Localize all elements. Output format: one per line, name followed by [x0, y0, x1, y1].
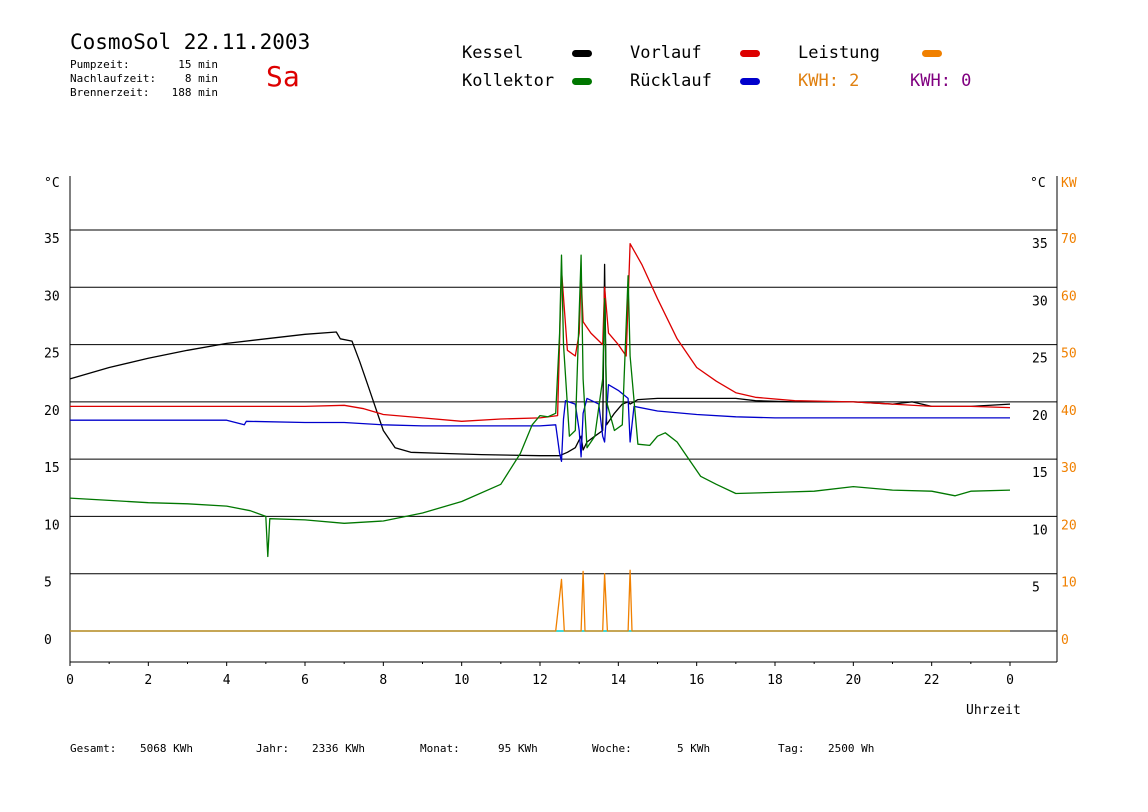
stat-value: 188 min [171, 86, 218, 99]
x-tick-label: 6 [301, 673, 309, 688]
x-tick-label: 18 [767, 673, 783, 688]
x-tick-label: 12 [532, 673, 548, 688]
series-line-kessel [69, 263, 1011, 457]
kw-tick-label: 50 [1061, 347, 1077, 362]
x-tick-label: 16 [689, 673, 705, 688]
footer-woche-label: Woche: [592, 742, 632, 755]
weekday-label: Sa [266, 60, 300, 93]
y-tick-label-left: 15 [44, 461, 60, 476]
x-tick-label: 0 [66, 673, 74, 688]
series-line-kollektor [69, 254, 1011, 558]
series-line-ruecklauf [70, 384, 1010, 463]
legend-kollektor-label: Kollektor [462, 71, 555, 91]
x-tick-label: 14 [611, 673, 627, 688]
footer-jahr-label: Jahr: [256, 742, 290, 755]
footer-tag-value: 2500 Wh [828, 742, 875, 755]
x-tick-label: 4 [223, 673, 231, 688]
y-unit-left: °C [44, 176, 60, 191]
y-unit-right: °C [1030, 176, 1046, 191]
footer-monat-value: 95 KWh [498, 742, 538, 755]
footer-gesamt-value: 5068 KWh [140, 742, 193, 755]
stat-row-pumpzeit: Pumpzeit: 15 min [70, 58, 218, 71]
y-tick-label-left: 35 [44, 232, 60, 247]
footer-monat-label: Monat: [420, 742, 460, 755]
y-tick-label-right: 20 [1032, 409, 1048, 424]
kw-tick-label: 60 [1061, 289, 1077, 304]
legend-kollektor-swatch [572, 78, 592, 85]
y-tick-label-left: 5 [44, 576, 52, 591]
chart-title: CosmoSol 22.11.2003 [70, 30, 311, 54]
y-tick-label-left: 10 [44, 518, 60, 533]
stat-label: Nachlaufzeit: [70, 72, 157, 85]
kw-tick-label: 20 [1061, 518, 1077, 533]
y-tick-label-left: 20 [44, 404, 60, 419]
x-tick-label: 8 [379, 673, 387, 688]
y-tick-label-left: 30 [44, 289, 60, 304]
y-tick-label-right: 15 [1032, 466, 1048, 481]
x-tick-label: 2 [144, 673, 152, 688]
y-tick-label-right: 5 [1032, 581, 1040, 596]
y-tick-label-left: 0 [44, 633, 52, 648]
kw-unit-label: KW [1061, 176, 1077, 191]
x-tick-label: 10 [454, 673, 470, 688]
legend-leistung-swatch [922, 50, 942, 57]
series-line-leistung [70, 569, 1010, 632]
footer-gesamt-label: Gesamt: [70, 742, 117, 755]
x-tick-label: 0 [1006, 673, 1014, 688]
y-tick-label-right: 25 [1032, 352, 1048, 367]
series-line-vorlauf [70, 243, 1011, 422]
legend-kessel-label: Kessel [462, 43, 524, 63]
legend-kwh1-label: KWH: 2 [798, 71, 860, 91]
kw-tick-label: 70 [1061, 232, 1077, 247]
stat-row-nachlaufzeit: Nachlaufzeit: 8 min [70, 72, 218, 85]
footer-tag-label: Tag: [778, 742, 805, 755]
legend-leistung-label: Leistung [798, 43, 880, 63]
y-tick-label-right: 30 [1032, 294, 1048, 309]
stat-value: 8 min [184, 72, 218, 85]
y-tick-label-right: 10 [1032, 523, 1048, 538]
footer-jahr-value: 2336 KWh [312, 742, 365, 755]
legend-ruecklauf-swatch [740, 78, 760, 85]
x-tick-label: 20 [846, 673, 862, 688]
kw-tick-label: 0 [1061, 633, 1069, 648]
kw-tick-label: 10 [1061, 576, 1077, 591]
y-tick-label-left: 25 [44, 347, 60, 362]
stat-label: Brennerzeit: [70, 86, 150, 99]
x-tick-label: 22 [924, 673, 940, 688]
stat-label: Pumpzeit: [70, 58, 130, 71]
legend-ruecklauf-label: Rücklauf [630, 71, 712, 91]
kw-tick-label: 40 [1061, 404, 1077, 419]
footer-woche-value: 5 KWh [677, 742, 711, 755]
legend-kwh2-label: KWH: 0 [910, 71, 972, 91]
legend-kessel-swatch [572, 50, 592, 57]
stat-row-brennerzeit: Brennerzeit: 188 min [70, 86, 218, 99]
kw-tick-label: 30 [1061, 461, 1077, 476]
legend-vorlauf-label: Vorlauf [630, 43, 702, 63]
x-axis-label: Uhrzeit [966, 703, 1021, 718]
stat-value: 15 min [178, 58, 218, 71]
legend-vorlauf-swatch [740, 50, 760, 57]
y-tick-label-right: 35 [1032, 237, 1048, 252]
